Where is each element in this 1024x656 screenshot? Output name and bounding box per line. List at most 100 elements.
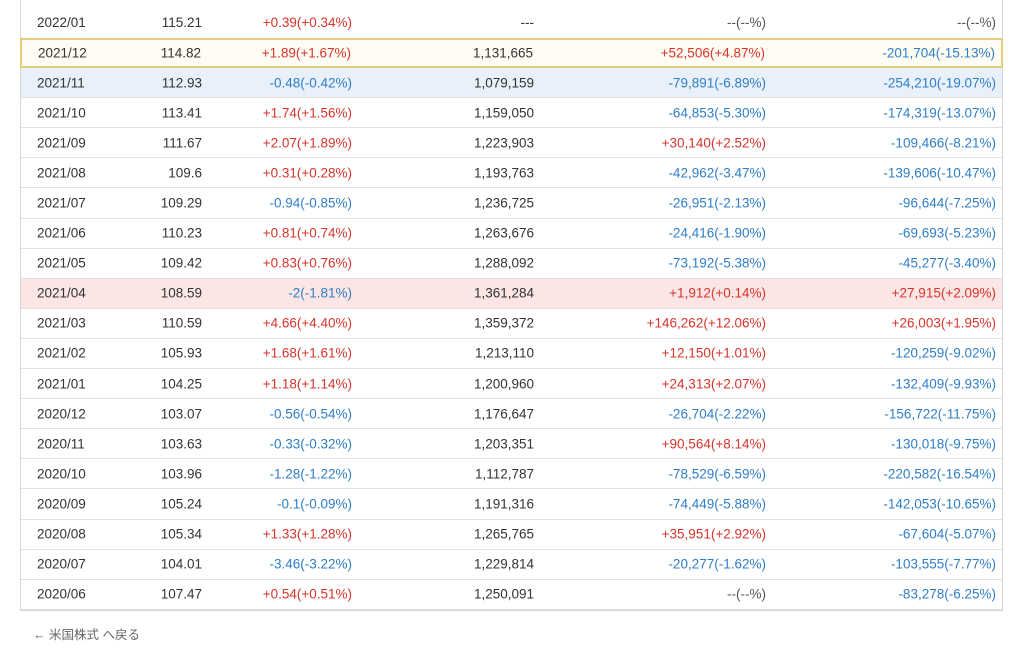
year-over-year-cell: -132,409(-9.93%) [890,376,996,392]
month-over-month-cell: +24,313(+2.07%) [661,376,766,392]
volume-cell: 1,229,814 [473,556,534,572]
volume-cell: 1,223,903 [473,135,534,151]
table-row: 2021/06 110.23 +0.81(+0.74%) 1,263,676 -24,4… [21,219,1002,249]
table-row: 2021/02 105.93 +1.68(+1.61%) 1,213,110 +12,1… [21,339,1002,370]
table-row: 2021/12 114.82 +1.89(+1.67%) 1,131,665 +52,5… [20,38,1003,69]
volume-cell: 1,250,091 [473,586,534,602]
date-cell: 2021/07 [37,195,86,211]
value-cell: 103.63 [160,436,202,452]
value-cell: 109.6 [168,165,202,181]
change-cell: -0.56(-0.54%) [269,406,352,422]
volume-cell: 1,131,665 [472,45,533,61]
month-over-month-cell: -64,853(-5.30%) [668,105,766,121]
value-cell: 109.42 [160,255,202,271]
table-row: 2021/03 110.59 +4.66(+4.40%) 1,359,372 +146,… [21,309,1002,339]
volume-cell: 1,176,647 [473,406,534,422]
volume-cell: 1,263,676 [473,225,534,241]
volume-cell: 1,265,765 [473,526,534,542]
change-cell: +0.81(+0.74%) [262,225,352,241]
month-over-month-cell: -78,529(-6.59%) [668,466,766,482]
table-row: 2020/06 107.47 +0.54(+0.51%) 1,250,091 --(--… [21,580,1002,610]
value-cell: 115.21 [161,15,202,30]
month-over-month-cell: -24,416(-1.90%) [668,225,766,241]
year-over-year-cell: +26,003(+1.95%) [891,315,996,331]
month-over-month-cell: -26,704(-2.22%) [668,406,766,422]
date-cell: 2021/06 [37,225,86,241]
date-cell: 2021/09 [37,135,86,151]
date-cell: 2020/11 [37,436,85,452]
month-over-month-cell: +146,262(+12.06%) [646,315,766,331]
month-over-month-cell: +35,951(+2.92%) [661,526,766,542]
year-over-year-cell: +27,915(+2.09%) [891,285,996,301]
month-over-month-cell: -74,449(-5.88%) [668,496,766,512]
volume-cell: 1,159,050 [473,105,534,121]
value-cell: 114.82 [160,45,201,61]
date-cell: 2021/05 [37,255,86,271]
table-row: 2020/08 105.34 +1.33(+1.28%) 1,265,765 +35,9… [21,520,1002,550]
year-over-year-cell: -156,722(-11.75%) [884,406,996,422]
year-over-year-cell: -220,582(-16.54%) [883,466,996,482]
month-over-month-cell: +52,506(+4.87%) [660,45,765,61]
monthly-data-table: 2022/01 115.21 +0.39(+0.34%) --- --(--%) --(-… [20,0,1003,611]
value-cell: 104.25 [160,376,202,392]
volume-cell: 1,079,159 [473,75,534,91]
year-over-year-cell: -69,693(-5.23%) [898,225,996,241]
change-cell: +0.83(+0.76%) [262,255,352,271]
table-row: 2020/07 104.01 -3.46(-3.22%) 1,229,814 -20,2… [21,550,1002,580]
value-cell: 103.96 [160,466,202,482]
year-over-year-cell: -103,555(-7.77%) [890,556,996,572]
value-cell: 110.23 [161,225,202,241]
month-over-month-cell: --(--%) [727,586,766,602]
year-over-year-cell: -201,704(-15.13%) [882,45,995,61]
value-cell: 104.01 [160,556,202,572]
volume-cell: 1,193,763 [473,165,534,181]
month-over-month-cell: +1,912(+0.14%) [669,285,766,301]
date-cell: 2021/08 [37,165,86,181]
year-over-year-cell: -139,606(-10.47%) [883,165,996,181]
date-cell: 2021/11 [37,75,85,91]
change-cell: -0.33(-0.32%) [269,436,352,452]
year-over-year-cell: -83,278(-6.25%) [898,586,996,602]
value-cell: 113.41 [161,105,202,121]
month-over-month-cell: -42,962(-3.47%) [668,165,766,181]
table-row: 2020/12 103.07 -0.56(-0.54%) 1,176,647 -26,7… [21,399,1002,430]
date-cell: 2021/02 [37,345,86,361]
volume-cell: 1,288,092 [473,255,534,271]
value-cell: 105.24 [160,496,202,512]
month-over-month-cell: +30,140(+2.52%) [661,135,766,151]
volume-cell: 1,213,110 [474,345,534,361]
month-over-month-cell: -26,951(-2.13%) [668,195,766,211]
change-cell: -3.46(-3.22%) [269,556,352,572]
change-cell: -0.1(-0.09%) [276,496,352,512]
table-row: 2021/05 109.42 +0.83(+0.76%) 1,288,092 -73,1… [21,249,1002,279]
value-cell: 103.07 [160,406,202,422]
value-cell: 111.67 [162,135,202,151]
year-over-year-cell: -96,644(-7.25%) [898,195,996,211]
month-over-month-cell: -73,192(-5.38%) [668,255,766,271]
date-cell: 2021/01 [37,376,86,392]
change-cell: -0.94(-0.85%) [269,195,352,211]
table-row: 2022/01 115.21 +0.39(+0.34%) --- --(--%) --(-… [21,0,1002,39]
value-cell: 105.34 [160,526,202,542]
back-to-us-stocks-link[interactable]: ← 米国株式 へ戻る [33,628,140,642]
date-cell: 2020/08 [37,526,86,542]
table-row: 2021/11 112.93 -0.48(-0.42%) 1,079,159 -79,8… [21,68,1002,99]
value-cell: 110.59 [161,315,202,331]
year-over-year-cell: -130,018(-9.75%) [890,436,996,452]
date-cell: 2020/12 [37,406,86,422]
date-cell: 2022/01 [37,15,86,30]
change-cell: +0.31(+0.28%) [262,165,352,181]
table-row: 2020/10 103.96 -1.28(-1.22%) 1,112,787 -78,5… [21,459,1002,490]
table-row: 2021/07 109.29 -0.94(-0.85%) 1,236,725 -26,9… [21,188,1002,219]
date-cell: 2021/03 [37,315,86,331]
month-over-month-cell: +90,564(+8.14%) [661,436,766,452]
value-cell: 107.47 [160,586,202,602]
table-row: 2021/04 108.59 -2(-1.81%) 1,361,284 +1,912(+… [21,278,1002,309]
value-cell: 109.29 [160,195,202,211]
date-cell: 2021/04 [37,285,86,301]
year-over-year-cell: -120,259(-9.02%) [890,345,996,361]
year-over-year-cell: --(--%) [957,15,996,30]
date-cell: 2020/07 [37,556,86,572]
table-row: 2021/08 109.6 +0.31(+0.28%) 1,193,763 -42,96… [21,158,1002,189]
year-over-year-cell: -254,210(-19.07%) [883,75,996,91]
